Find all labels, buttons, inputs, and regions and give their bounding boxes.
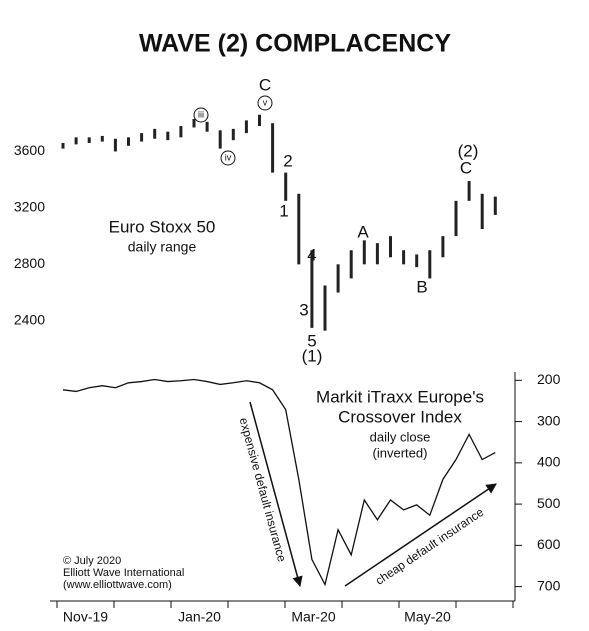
- y-tick-label: 3200: [14, 199, 45, 215]
- y-tick-label: 600: [537, 536, 561, 552]
- y-tick-label: 500: [537, 495, 561, 511]
- panel-subtitle: daily close: [370, 429, 431, 444]
- wave-label: 2: [283, 151, 292, 170]
- x-tick-label: Mar-20: [291, 609, 336, 625]
- credit: Elliott Wave International: [63, 567, 184, 579]
- wave-label: C: [259, 75, 271, 94]
- credit: (www.elliottwave.com): [63, 579, 172, 591]
- y-tick-label: 400: [537, 454, 561, 470]
- wave-label: (1): [302, 346, 323, 365]
- y-tick-label: 200: [537, 371, 561, 387]
- wave-circle: [257, 95, 273, 111]
- wave-label: (2): [458, 141, 479, 160]
- y-tick-label: 300: [537, 412, 561, 428]
- wave-label: v: [263, 97, 268, 107]
- wave-circle: [193, 107, 209, 123]
- wave-label: iii: [198, 109, 204, 119]
- y-tick-label: 2800: [14, 255, 45, 271]
- x-tick-label: Jan-20: [178, 609, 221, 625]
- wave-label: iv: [225, 152, 232, 162]
- y-tick-label: 2400: [14, 311, 45, 327]
- wave-label: B: [416, 277, 427, 296]
- wave-label: C: [460, 158, 472, 177]
- annotation: cheap default insurance: [373, 505, 487, 588]
- x-tick-label: Nov-19: [63, 609, 108, 625]
- panel-subtitle: (inverted): [373, 445, 428, 460]
- x-tick-label: May-20: [404, 609, 451, 625]
- panel-title: Markit iTraxx Europe's: [316, 387, 484, 406]
- wave-label: 4: [307, 245, 316, 264]
- wave-label: A: [357, 222, 369, 241]
- wave-label: 3: [299, 300, 308, 319]
- chart-title: WAVE (2) COMPLACENCY: [139, 30, 451, 58]
- panel-title: Euro Stoxx 50: [109, 217, 216, 236]
- arrow: [344, 483, 497, 587]
- y-tick-label: 3600: [14, 142, 45, 158]
- wave-label: 1: [279, 201, 288, 220]
- wave-circle: [220, 150, 236, 166]
- panel-title: Crossover Index: [338, 407, 462, 426]
- arrow: [249, 401, 303, 588]
- panel-subtitle: daily range: [128, 239, 197, 255]
- line: [62, 378, 496, 587]
- wave-label: 5: [307, 331, 316, 350]
- annotation: expensive default insurance: [237, 416, 290, 564]
- credit: © July 2020: [63, 555, 121, 567]
- y-tick-label: 700: [537, 577, 561, 593]
